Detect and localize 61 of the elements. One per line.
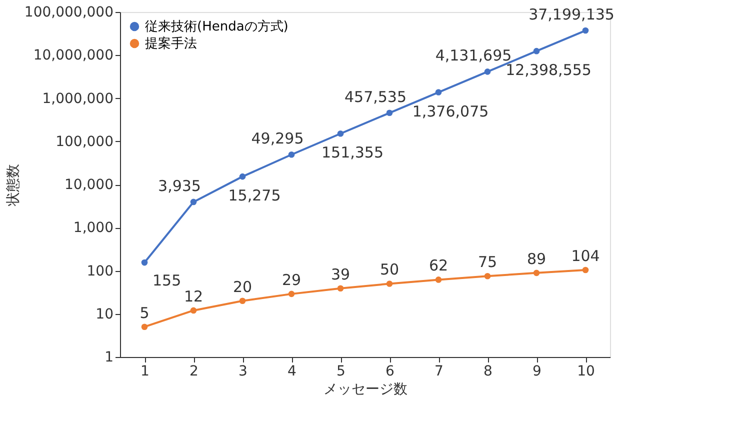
data-label: 12	[184, 287, 204, 306]
data-label: 50	[380, 260, 400, 279]
point	[190, 198, 197, 206]
data-label: 37,199,135	[528, 6, 614, 24]
point	[288, 151, 295, 158]
point	[533, 270, 540, 276]
point	[141, 259, 148, 266]
y-tick-label: 100	[86, 263, 114, 280]
data-label: 5	[140, 304, 150, 322]
y-tick-label: 1,000,000	[42, 90, 114, 107]
data-label: 29	[282, 270, 302, 289]
y-tick-label: 10,000,000	[33, 48, 114, 64]
point	[386, 110, 393, 116]
y-tick-label: 100,000,000	[24, 4, 114, 20]
point	[141, 324, 148, 330]
data-label: 39	[330, 265, 350, 284]
point	[288, 290, 295, 298]
data-label: 15,275	[228, 186, 281, 205]
data-label: 155	[152, 272, 182, 290]
point	[239, 298, 246, 304]
x-tick-label: 7	[434, 364, 444, 380]
legend-label: 従来技術(Hendaの方式)	[145, 18, 288, 34]
data-label: 457,535	[344, 88, 407, 106]
data-label: 104	[571, 247, 600, 266]
point	[386, 280, 393, 287]
point	[190, 307, 197, 314]
y-tick-label: 1	[104, 350, 114, 366]
x-tick-label: 1	[140, 364, 150, 380]
point	[435, 276, 442, 283]
point	[435, 89, 442, 96]
point	[582, 27, 589, 34]
x-tick-label: 3	[238, 364, 248, 380]
point	[239, 173, 246, 180]
y-tick-label: 1,000	[73, 220, 114, 236]
x-tick-label: 9	[532, 364, 542, 380]
data-label: 1,376,075	[412, 102, 489, 120]
x-tick-label: 5	[336, 364, 346, 380]
y-tick-label: 10,000	[64, 177, 114, 193]
point	[484, 68, 491, 75]
x-tick-label: 10	[577, 364, 595, 380]
point	[337, 130, 344, 137]
legend-label: 提案手法	[145, 36, 197, 52]
data-label: 151,355	[321, 144, 384, 162]
data-label: 3,935	[158, 176, 201, 195]
point	[582, 266, 589, 274]
y-tick-label: 10	[96, 306, 114, 322]
data-label: 75	[478, 253, 498, 272]
y-axis-title: 状態数	[5, 164, 22, 207]
x-tick-label: 2	[190, 364, 198, 380]
data-label: 62	[428, 256, 448, 275]
x-tick-label: 4	[288, 364, 297, 380]
data-label: 20	[232, 278, 252, 296]
data-label: 89	[526, 250, 546, 268]
point	[337, 285, 344, 292]
data-label: 49,295	[251, 130, 304, 148]
point	[484, 272, 491, 280]
x-axis-title: メッセージ数	[324, 382, 408, 398]
y-tick-label: 100,000	[56, 134, 114, 150]
x-tick-label: 6	[386, 364, 395, 380]
point	[533, 48, 540, 54]
x-tick-label: 8	[484, 364, 492, 380]
